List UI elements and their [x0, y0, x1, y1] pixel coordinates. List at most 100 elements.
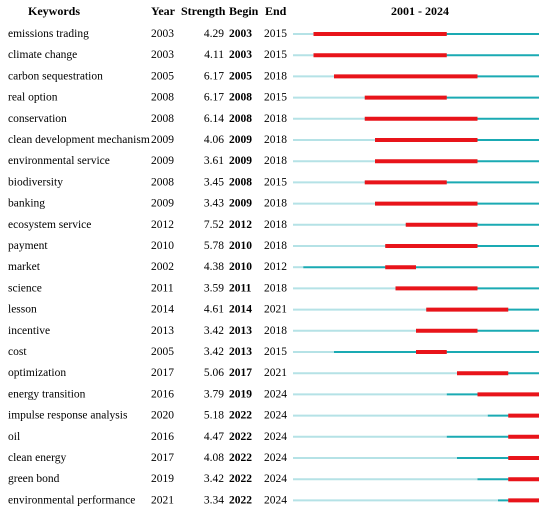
begin-value: 2003 [229, 28, 252, 40]
strength-value: 3.42 [204, 325, 224, 337]
strength-value: 6.17 [204, 92, 224, 104]
begin-value: 2019 [229, 388, 252, 400]
year-value: 2019 [151, 473, 174, 485]
end-value: 2021 [264, 304, 287, 316]
end-value: 2018 [264, 219, 287, 231]
year-value: 2016 [151, 431, 174, 443]
keyword-label: carbon sequestration [8, 70, 103, 82]
header-year: Year [151, 4, 176, 18]
keyword-label: impulse response analysis [8, 410, 128, 422]
keyword-label: banking [8, 198, 45, 210]
strength-value: 4.29 [204, 28, 224, 40]
end-value: 2024 [264, 452, 287, 464]
end-value: 2015 [264, 28, 287, 40]
strength-value: 6.14 [204, 113, 224, 125]
begin-value: 2008 [229, 113, 252, 125]
begin-value: 2022 [229, 431, 252, 443]
end-value: 2018 [264, 198, 287, 210]
strength-value: 4.06 [204, 134, 224, 146]
strength-value: 3.79 [204, 388, 224, 400]
begin-value: 2008 [229, 92, 252, 104]
year-value: 2009 [151, 134, 174, 146]
year-value: 2017 [151, 367, 174, 379]
begin-value: 2010 [229, 240, 252, 252]
keyword-label: cost [8, 346, 27, 358]
year-value: 2005 [151, 346, 174, 358]
begin-value: 2022 [229, 410, 252, 422]
keyword-label: energy transition [8, 388, 86, 400]
year-value: 2008 [151, 176, 174, 188]
end-value: 2015 [264, 49, 287, 61]
header-end: End [265, 4, 287, 18]
keyword-label: optimization [8, 367, 66, 379]
keyword-label: environmental service [8, 155, 110, 167]
year-value: 2010 [151, 240, 174, 252]
year-value: 2005 [151, 70, 174, 82]
header-strength: Strength [181, 4, 226, 18]
year-value: 2008 [151, 113, 174, 125]
begin-value: 2022 [229, 452, 252, 464]
year-value: 2016 [151, 388, 174, 400]
strength-value: 4.47 [204, 431, 224, 443]
year-value: 2011 [151, 282, 174, 294]
end-value: 2012 [264, 261, 287, 273]
begin-value: 2011 [229, 282, 252, 294]
keyword-label: oil [8, 431, 20, 443]
begin-value: 2010 [229, 261, 252, 273]
strength-value: 4.38 [204, 261, 224, 273]
end-value: 2018 [264, 134, 287, 146]
strength-value: 3.34 [204, 494, 224, 506]
end-value: 2018 [264, 240, 287, 252]
year-value: 2017 [151, 452, 174, 464]
keyword-label: payment [8, 240, 48, 252]
end-value: 2024 [264, 494, 287, 506]
begin-value: 2017 [229, 367, 252, 379]
strength-value: 5.18 [204, 410, 224, 422]
keyword-label: biodiversity [8, 176, 63, 188]
begin-value: 2022 [229, 473, 252, 485]
keyword-label: climate change [8, 49, 77, 61]
table-rows: emissions trading 2003 4.29 2003 2015 climate… [8, 28, 539, 506]
year-value: 2021 [151, 494, 174, 506]
end-value: 2018 [264, 325, 287, 337]
strength-value: 3.42 [204, 346, 224, 358]
keyword-label: lesson [8, 304, 37, 316]
end-value: 2015 [264, 176, 287, 188]
begin-value: 2009 [229, 134, 252, 146]
begin-value: 2013 [229, 346, 252, 358]
keyword-label: emissions trading [8, 28, 89, 40]
header-range: 2001 - 2024 [391, 4, 449, 18]
strength-value: 3.43 [204, 198, 224, 210]
end-value: 2015 [264, 92, 287, 104]
keyword-label: clean development mechanism [8, 134, 150, 146]
strength-value: 3.61 [204, 155, 224, 167]
begin-value: 2014 [229, 304, 252, 316]
end-value: 2015 [264, 346, 287, 358]
header-begin: Begin [229, 4, 259, 18]
strength-value: 7.52 [204, 219, 224, 231]
strength-value: 3.42 [204, 473, 224, 485]
strength-value: 3.45 [204, 176, 224, 188]
year-value: 2003 [151, 49, 174, 61]
year-value: 2009 [151, 155, 174, 167]
keyword-label: conservation [8, 113, 67, 125]
end-value: 2024 [264, 410, 287, 422]
year-value: 2012 [151, 219, 174, 231]
year-value: 2013 [151, 325, 174, 337]
keyword-label: real option [8, 92, 58, 104]
year-value: 2002 [151, 261, 174, 273]
begin-value: 2022 [229, 494, 252, 506]
keyword-label: science [8, 282, 42, 294]
end-value: 2024 [264, 431, 287, 443]
begin-value: 2008 [229, 176, 252, 188]
end-value: 2018 [264, 70, 287, 82]
begin-value: 2003 [229, 49, 252, 61]
begin-value: 2012 [229, 219, 252, 231]
strength-value: 5.06 [204, 367, 224, 379]
begin-value: 2005 [229, 70, 252, 82]
end-value: 2018 [264, 155, 287, 167]
keyword-label: market [8, 261, 41, 273]
begin-value: 2009 [229, 198, 252, 210]
end-value: 2018 [264, 113, 287, 125]
strength-value: 4.08 [204, 452, 224, 464]
